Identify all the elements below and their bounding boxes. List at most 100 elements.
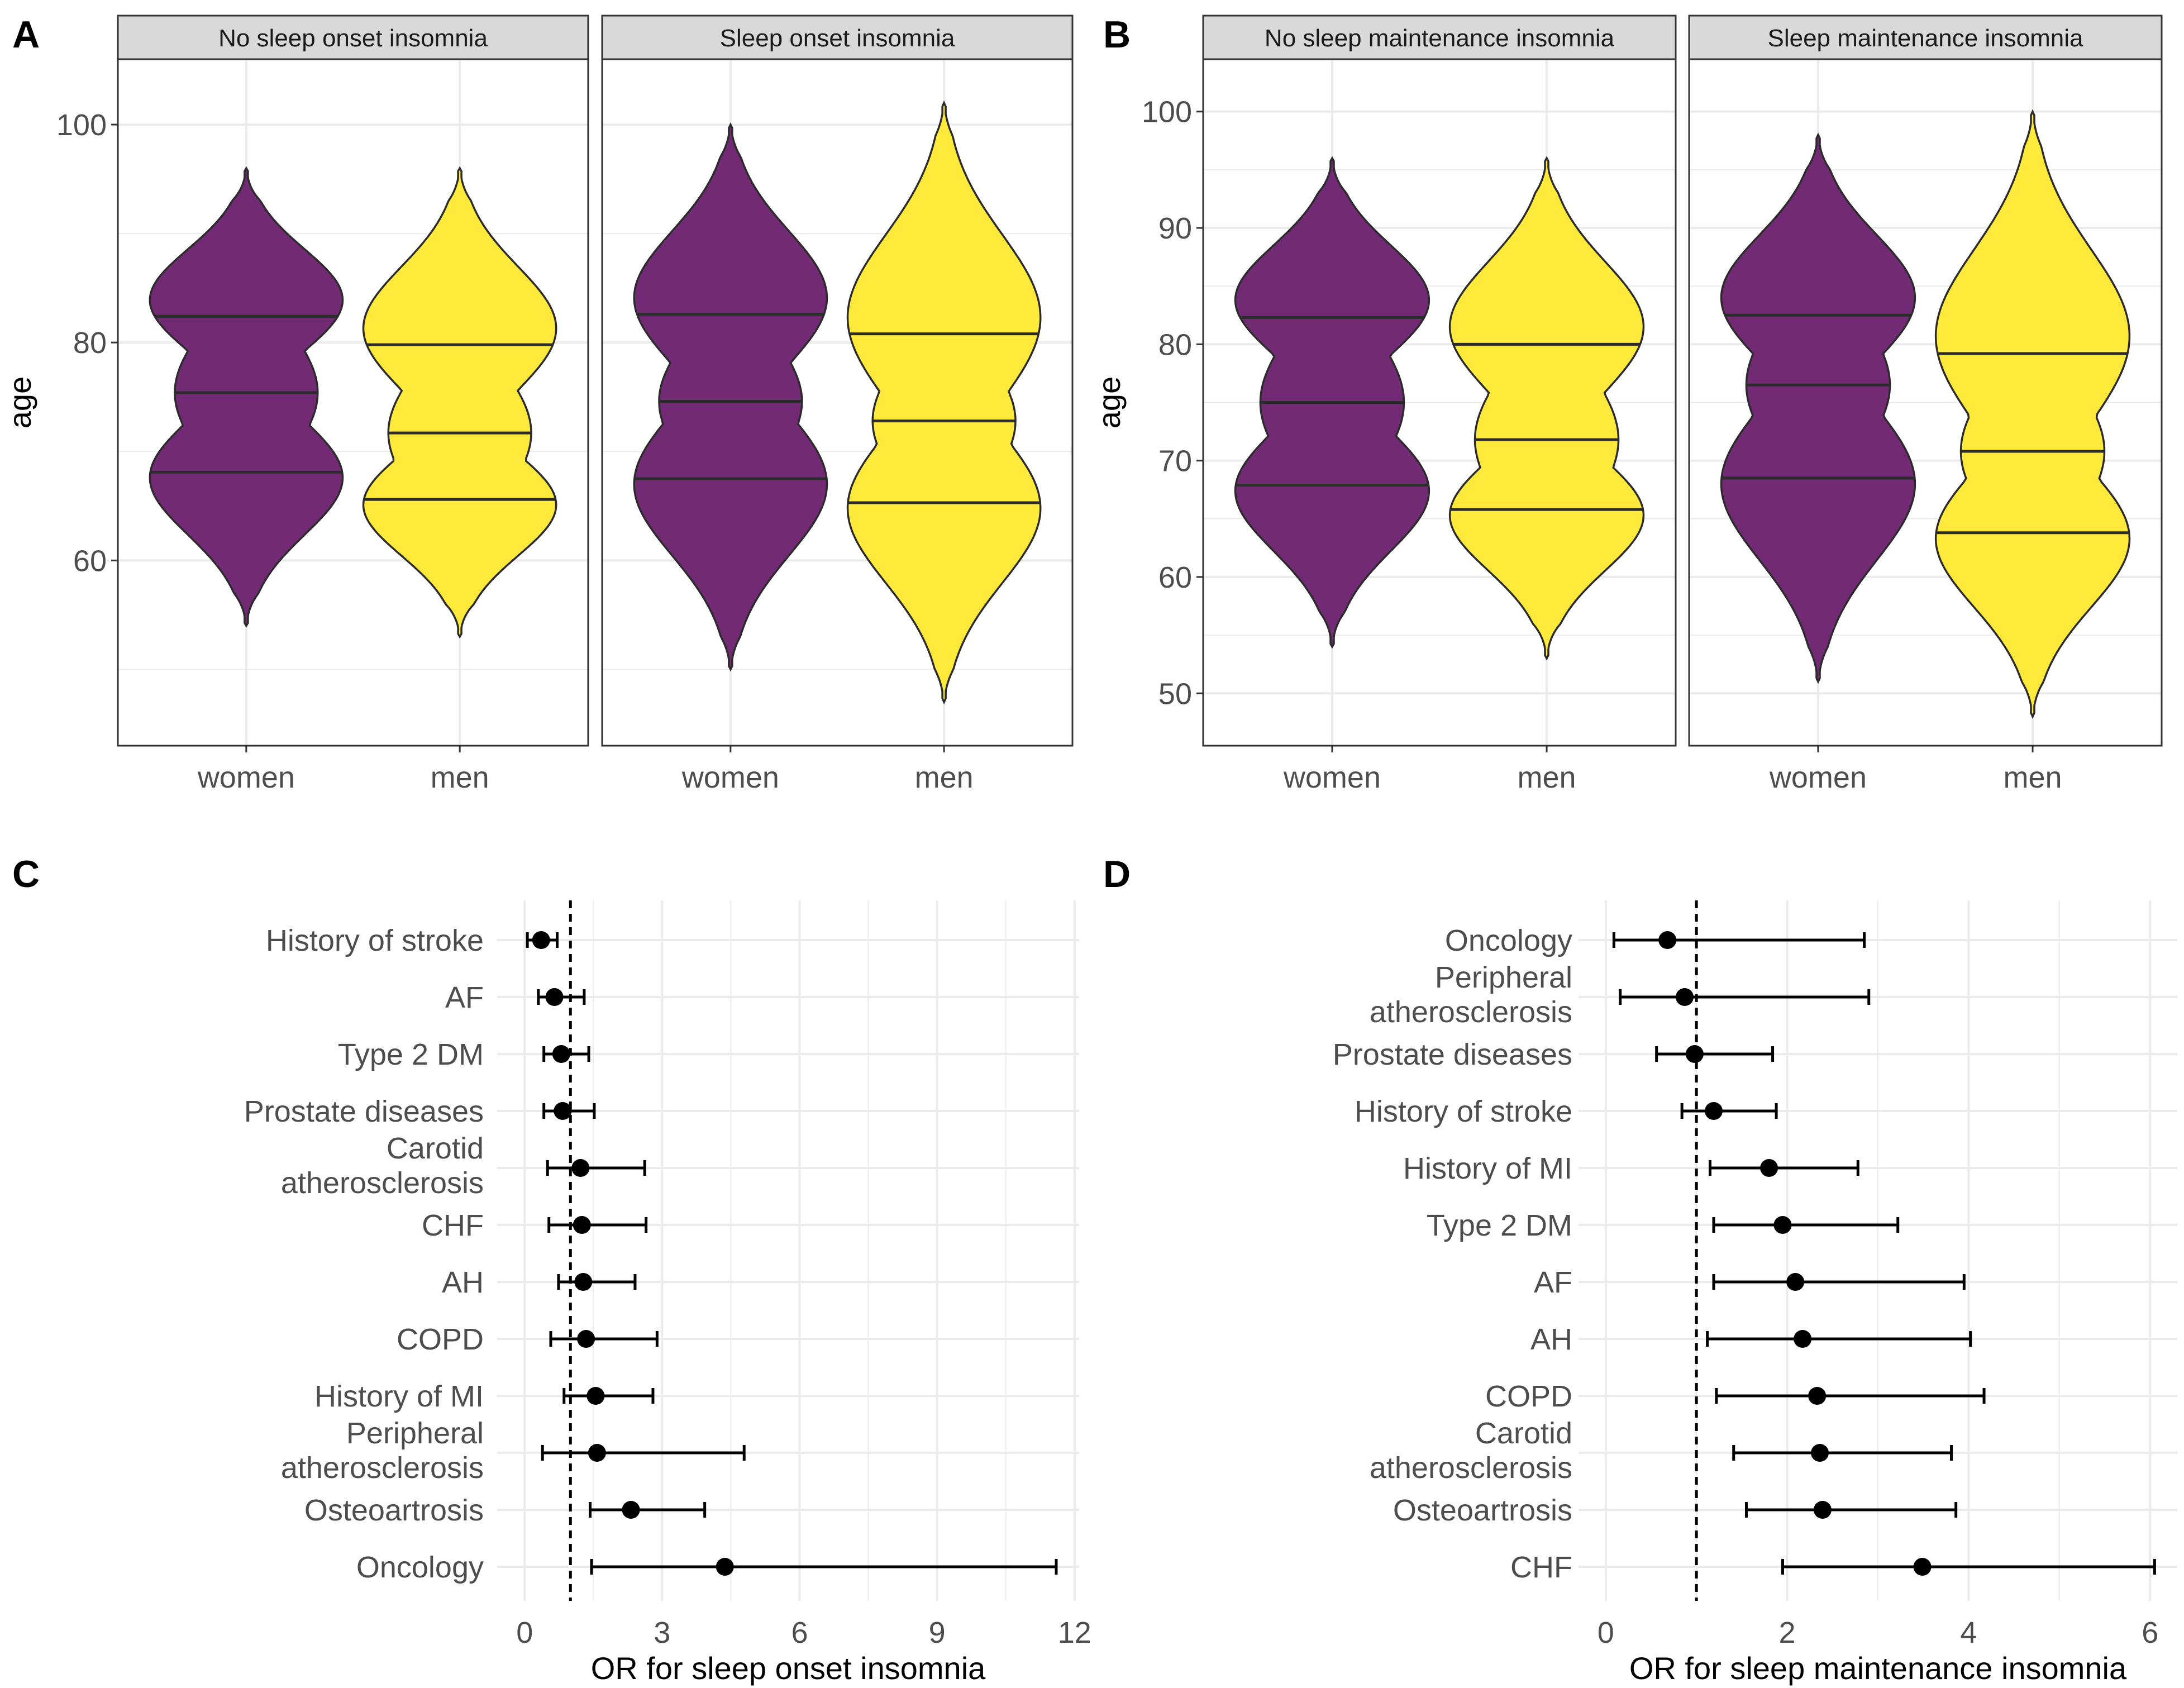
or-point [1760,1159,1778,1177]
forest-row: History of stroke [1355,1095,1778,1128]
y-tick-label: 50 [1158,677,1192,711]
or-point [554,1102,572,1120]
forest-row: Oncology [1445,924,1866,957]
or-point [573,1216,591,1234]
row-label-line1: Carotid [1475,1417,1572,1450]
x-tick-label: women [1283,761,1381,794]
or-point [586,1387,605,1405]
row-label-line1: Peripheral [346,1417,484,1450]
y-tick-label: 100 [56,108,107,142]
row-label-line2: atherosclerosis [281,1166,484,1200]
x-tick-label: 12 [1058,1616,1091,1649]
forest-row: History of MI [314,1380,655,1413]
panel-a-violin: age No sleep onset insomnia women men 60 80 10… [2,15,1074,794]
row-label: COPD [397,1323,484,1356]
y-tick-label: 60 [1158,561,1192,594]
violin-women [149,166,344,628]
row-label: AF [445,981,484,1014]
y-tick-label: 70 [1158,445,1192,478]
x-tick-label: 9 [929,1616,946,1649]
plot-border [1688,58,2163,747]
facet-1: No sleep maintenance insomnia women men 50 6… [1142,15,1677,794]
y-tick-label: 80 [1158,328,1192,361]
forest-row: Type 2 DM [338,1038,590,1071]
row-label: AH [1530,1323,1572,1356]
row-label: CHF [422,1209,484,1242]
forest-row: Type 2 DM [1427,1209,1900,1242]
plot-border [601,58,1074,747]
x-tick-label: 6 [791,1616,808,1649]
violin-men [1448,156,1645,661]
or-point [1811,1444,1829,1462]
forest-row: Osteoartrosis [1393,1494,1958,1527]
or-point [588,1444,606,1462]
forest-row: Oncology [356,1551,1058,1584]
row-label-line1: Peripheral [1435,961,1572,994]
forest-row: COPD [1485,1380,1986,1413]
facet-strip [1688,15,2163,60]
facet-strip [601,15,1074,60]
or-point [552,1045,570,1063]
or-point [1813,1501,1832,1519]
x-tick-label: 0 [516,1616,533,1649]
x-tick-label: women [1769,761,1867,794]
row-label-line1: Carotid [387,1132,484,1165]
violin-men [362,166,557,639]
x-tick-label: men [2004,761,2062,794]
row-label-line2: atherosclerosis [1370,995,1572,1029]
x-tick-label: women [197,761,295,794]
panel-label-b: B [1103,13,1131,56]
panel-c-forest: History of stroke AF Type 2 DM Prostate dis… [244,900,1091,1686]
row-label: Prostate diseases [244,1095,484,1128]
forest-row: AH [442,1266,637,1299]
x-tick-label: 4 [1960,1616,1977,1649]
x-tick-label: men [431,761,489,794]
y-tick-label: 90 [1158,212,1192,245]
x-tick-label: men [915,761,974,794]
row-label: Prostate diseases [1333,1038,1572,1071]
x-tick-label: 0 [1598,1616,1614,1649]
or-point [1705,1102,1723,1120]
row-label: Oncology [356,1551,484,1584]
or-point [545,988,564,1006]
facet-strip [117,15,589,60]
forest-row: History of MI [1403,1152,1859,1185]
violin-women [633,122,828,672]
row-label: AF [1534,1266,1572,1299]
forest-row: AF [1534,1266,1966,1299]
row-label: History of MI [314,1380,484,1413]
or-point [1786,1273,1805,1291]
x-axis-title: OR for sleep onset insomnia [591,1651,986,1686]
panel-label-d: D [1103,853,1131,895]
row-label: AH [442,1266,484,1299]
x-tick-label: 6 [2142,1616,2158,1649]
row-label: Oncology [1445,924,1572,957]
forest-row: Prostate diseases [244,1095,596,1128]
x-tick-label: men [1518,761,1576,794]
facet-title: Sleep onset insomnia [720,25,955,52]
y-tick-label: 100 [1142,96,1192,129]
y-tick-label: 80 [73,326,107,360]
row-label: History of stroke [266,924,484,957]
y-axis-title: age [2,376,37,428]
or-point [574,1273,593,1291]
or-point [1794,1330,1812,1348]
violin-women [1720,132,1916,684]
forest-row: CHF [1510,1551,2156,1584]
facet-title: No sleep onset insomnia [218,25,488,52]
row-label: Osteoartrosis [304,1494,484,1527]
facet-title: No sleep maintenance insomnia [1265,25,1615,52]
row-label: Osteoartrosis [1393,1494,1572,1527]
row-label-line2: atherosclerosis [1370,1451,1572,1485]
x-tick-label: 3 [654,1616,670,1649]
facet-1: No sleep onset insomnia women men 60 80 100 [56,15,589,794]
forest-row: Osteoartrosis [304,1494,707,1527]
or-point [577,1330,595,1348]
row-label: History of MI [1403,1152,1572,1185]
plot-border [117,58,589,747]
or-point [1808,1387,1827,1405]
